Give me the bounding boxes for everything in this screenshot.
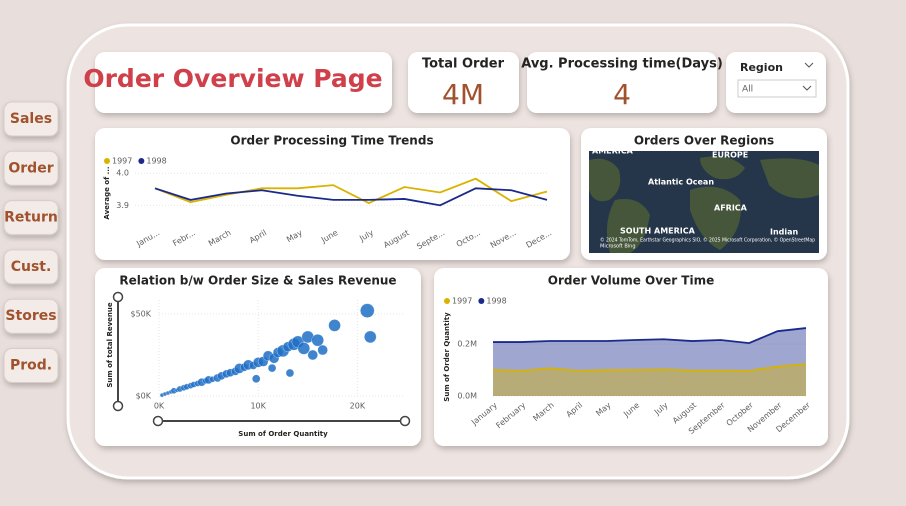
kpi-card <box>408 52 519 113</box>
kpi-value: 4M <box>442 78 484 111</box>
legend-label: 1998 <box>486 297 506 306</box>
chart-title: Order Volume Over Time <box>548 274 715 288</box>
scatter-point <box>360 303 375 318</box>
y-tick-label: 0.2M <box>457 340 477 349</box>
legend-label: 1998 <box>146 157 166 166</box>
slider-handle[interactable] <box>112 400 124 412</box>
chart-card <box>434 268 828 446</box>
line-series <box>154 187 548 207</box>
y-tick-label: $50K <box>130 309 151 318</box>
nav-label[interactable]: Prod. <box>10 358 52 374</box>
slicer-label: Region <box>740 61 783 74</box>
y-axis-label: Sum of total Revenue <box>106 302 114 388</box>
nav-button[interactable] <box>3 150 59 186</box>
y-axis-label: Sum of Order Quantity <box>443 312 451 402</box>
nav-label[interactable]: Sales <box>10 111 52 127</box>
scatter-point <box>285 368 295 378</box>
scatter-point <box>364 330 377 344</box>
title-card <box>95 52 392 113</box>
line-series <box>154 177 548 205</box>
y-tick-label: 0.0M <box>457 392 477 401</box>
chevron <box>802 85 812 91</box>
kpi-value: 4 <box>613 78 631 111</box>
legend-label: 1997 <box>112 157 132 166</box>
slicer-value[interactable]: All <box>742 85 753 95</box>
map-logo: Microsoft Bing <box>600 244 636 250</box>
scatter-point <box>311 334 324 347</box>
kpi-label: Total Order <box>422 57 505 72</box>
nav-button[interactable] <box>3 348 59 383</box>
nav-label[interactable]: Order <box>8 160 53 176</box>
x-tick-label: 20K <box>350 402 366 411</box>
scatter-point <box>297 342 310 355</box>
nav-label[interactable]: Return <box>4 210 58 226</box>
map-label: Indian <box>770 228 799 237</box>
nav-button[interactable] <box>3 249 59 285</box>
chart-card <box>95 128 570 260</box>
scatter-point <box>328 319 341 332</box>
area-fill <box>493 364 806 396</box>
map-label: EUROPE <box>712 151 748 160</box>
legend-marker <box>444 298 450 304</box>
nav-button[interactable] <box>3 101 59 137</box>
legend-marker <box>478 298 485 304</box>
nav-label[interactable]: Stores <box>5 308 56 324</box>
map-label: AFRICA <box>714 204 748 213</box>
scatter-point <box>317 344 328 356</box>
slider-handle[interactable] <box>399 415 411 427</box>
y-axis-label: Average of ... <box>103 166 111 219</box>
legend-marker <box>138 158 145 164</box>
chart-title: Order Processing Time Trends <box>230 134 433 148</box>
x-tick-label: 10K <box>250 402 266 411</box>
scatter-point <box>267 363 277 373</box>
chart-title: Orders Over Regions <box>634 134 774 148</box>
legend-label: 1997 <box>452 297 472 306</box>
scatter-point <box>252 374 261 383</box>
x-axis-label: Sum of Order Quantity <box>238 430 328 438</box>
slicer-dropdown[interactable] <box>737 79 817 98</box>
map-label: AMERICA <box>592 147 634 156</box>
kpi-label: Avg. Processing time(Days) <box>521 57 723 72</box>
y-tick-label: 4.0 <box>116 169 129 178</box>
y-tick-label: $0K <box>136 392 152 401</box>
map-attribution: © 2024 TomTom, Earthstar Geographics SIO… <box>600 237 815 244</box>
area-fill <box>493 328 806 396</box>
area-line <box>492 363 807 372</box>
map-label: Atlantic Ocean <box>648 178 714 187</box>
nav-button[interactable] <box>3 298 59 334</box>
area-line <box>493 327 807 345</box>
landmass <box>589 156 819 253</box>
slider-handle[interactable] <box>112 291 124 303</box>
map-label: SOUTH AMERICA <box>620 227 696 236</box>
chevron <box>804 62 814 68</box>
x-tick-label: 0K <box>154 402 165 411</box>
chart-title: Relation b/w Order Size & Sales Revenue <box>119 274 396 288</box>
kpi-card <box>527 52 717 113</box>
nav-label[interactable]: Cust. <box>11 259 52 275</box>
slider-handle[interactable] <box>152 415 164 427</box>
legend-marker <box>104 158 110 164</box>
scatter-point <box>307 349 318 361</box>
nav-button[interactable] <box>3 200 59 236</box>
y-tick-label: 3.9 <box>116 201 129 210</box>
page-title: Order Overview Page <box>83 64 382 93</box>
